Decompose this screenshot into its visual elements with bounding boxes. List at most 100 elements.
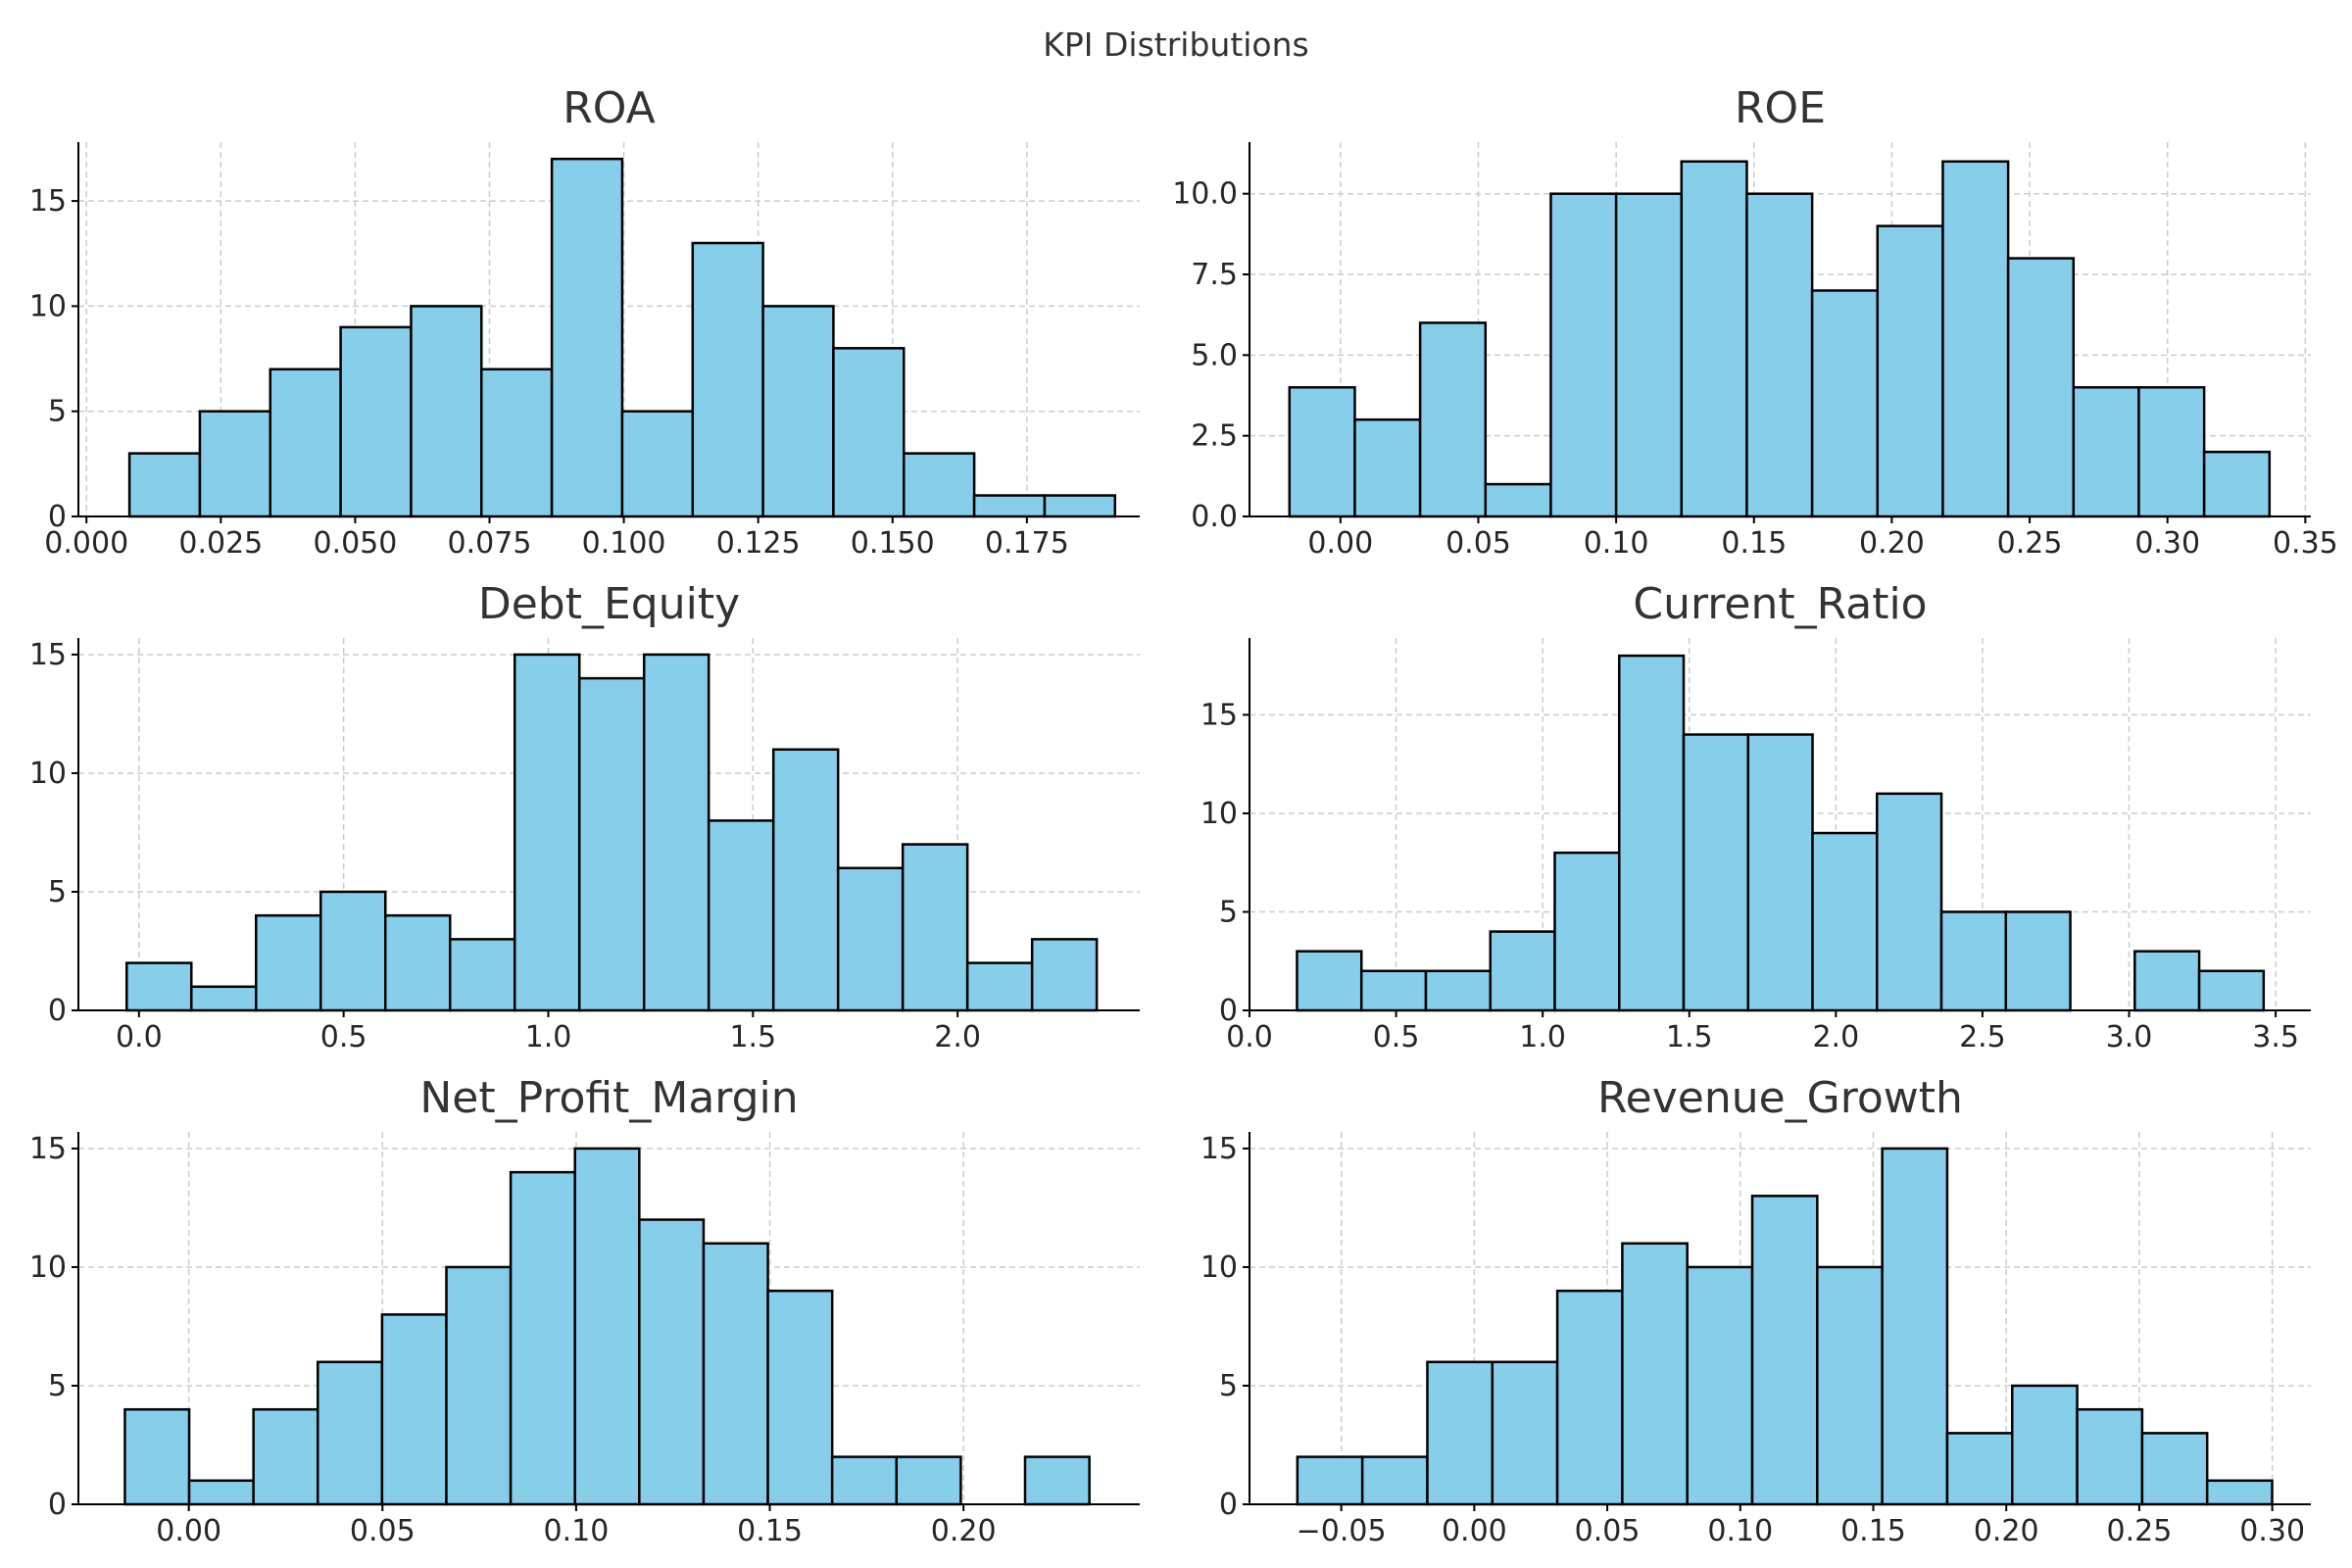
histogram-bar <box>123 1407 191 1506</box>
panel-5: 0.00 0.05 0.10 0.15 0.20 0 5 10 15 Net_Profit_Mar… <box>29 1073 1140 1548</box>
y-tick-label: 15 <box>29 184 67 219</box>
histogram-bar <box>448 938 516 1012</box>
x-tick-label: 0.00 <box>1442 1514 1507 1548</box>
x-tick-label: 0.05 <box>1446 526 1511 561</box>
histogram-bar <box>1621 1242 1689 1506</box>
histogram-bar <box>2197 969 2266 1012</box>
histogram-bar <box>1296 950 1363 1012</box>
histogram-bar <box>1686 1265 1754 1506</box>
x-tick-label: 0.20 <box>931 1514 997 1548</box>
histogram-bar <box>339 325 413 518</box>
histogram-bar <box>380 1313 448 1506</box>
histogram-bar <box>1043 494 1117 518</box>
x-tick-label: 0.0 <box>116 1020 163 1054</box>
histogram-bar <box>1296 1455 1364 1506</box>
x-tick-label: 0.10 <box>544 1514 610 1548</box>
histogram-bar <box>187 1479 255 1506</box>
histogram-bar <box>895 1455 962 1506</box>
x-tick-label: 3.5 <box>2252 1020 2299 1054</box>
x-tick-label: 0.20 <box>1859 526 1925 561</box>
histogram-bar <box>638 1218 706 1506</box>
histogram-bar <box>2076 1407 2144 1506</box>
panel-title: Revenue_Growth <box>1597 1073 1963 1123</box>
y-tick-label: 10 <box>1200 797 1238 831</box>
x-tick-label: 0.5 <box>320 1020 368 1054</box>
histogram-bar <box>255 913 322 1012</box>
histogram-bar <box>1489 930 1556 1012</box>
x-tick-label: 0.15 <box>1721 526 1787 561</box>
x-tick-label: 1.0 <box>1519 1020 1566 1054</box>
panel-title: ROA <box>563 83 656 133</box>
histogram-bar <box>1359 969 1428 1012</box>
x-tick-label: 1.0 <box>525 1020 572 1054</box>
histogram-bar <box>445 1265 513 1506</box>
histogram-bar <box>1750 1195 1819 1506</box>
y-tick-label: 0 <box>48 994 67 1028</box>
panel-3: 0.0 0.5 1.0 1.5 2.0 0 5 10 15 Debt_Equity <box>29 579 1140 1054</box>
y-tick-label: 10 <box>29 757 67 791</box>
histogram-bar <box>702 1242 769 1506</box>
histogram-bar <box>1876 224 1944 518</box>
histogram-bar <box>1939 910 2008 1012</box>
histogram-bar <box>1941 160 2010 518</box>
panel-4: 0.0 0.5 1.0 1.5 2.0 2.5 3.0 3.5 0 5 10 15 Current_Ra… <box>1200 579 2311 1054</box>
x-tick-label: 0.100 <box>582 526 666 561</box>
histogram-bar <box>125 961 193 1012</box>
panel-title: Current_Ratio <box>1633 579 1927 629</box>
histogram-bar <box>832 347 906 518</box>
histogram-bar <box>513 653 581 1012</box>
y-tick-label: 15 <box>1200 1132 1238 1166</box>
histogram-bar <box>1614 192 1684 518</box>
histogram-bar <box>573 1147 641 1506</box>
x-tick-label: 1.5 <box>729 1020 776 1054</box>
histogram-bar <box>2004 910 2072 1012</box>
y-tick-label: 0 <box>48 1488 67 1522</box>
histogram-bar <box>480 368 554 518</box>
x-tick-label: 0.025 <box>178 526 263 561</box>
x-tick-label: 0.25 <box>2107 1514 2173 1548</box>
histogram-bar <box>319 890 387 1012</box>
x-tick-label: 2.5 <box>1959 1020 2006 1054</box>
x-tick-label: 0.00 <box>1307 526 1373 561</box>
histogram-bar <box>2205 1479 2274 1506</box>
histogram-bar <box>269 368 342 518</box>
y-tick-label: 10 <box>29 289 67 323</box>
histogram-bar <box>1811 831 1879 1012</box>
histogram-bar <box>2202 450 2272 518</box>
histogram-bar <box>2137 386 2206 518</box>
histogram-bar <box>761 305 835 518</box>
x-tick-label: 0.15 <box>737 1514 803 1548</box>
histogram-bar <box>1745 192 1814 518</box>
y-tick-label: 15 <box>1200 698 1238 732</box>
y-tick-label: 5 <box>1219 895 1238 929</box>
histogram-bar <box>1360 1455 1429 1506</box>
histogram-bar <box>1549 192 1618 518</box>
histogram-bar <box>766 1289 834 1506</box>
x-tick-label: −0.05 <box>1297 1514 1387 1548</box>
y-tick-label: 5 <box>1219 1369 1238 1403</box>
y-tick-label: 10 <box>29 1250 67 1285</box>
y-tick-label: 15 <box>29 638 67 672</box>
y-tick-label: 5 <box>48 875 67 909</box>
histogram-bar <box>1876 792 1943 1012</box>
histogram-bar <box>642 653 710 1012</box>
x-tick-label: 0.5 <box>1373 1020 1420 1054</box>
histogram-bar <box>2133 950 2201 1012</box>
histogram-bar <box>2140 1432 2209 1506</box>
x-tick-label: 0.30 <box>2134 526 2200 561</box>
x-tick-label: 0.000 <box>44 526 128 561</box>
histogram-bar <box>707 819 775 1012</box>
y-tick-label: 2.5 <box>1191 419 1238 454</box>
x-tick-label: 0.00 <box>156 1514 221 1548</box>
histogram-bar <box>2011 1384 2079 1506</box>
x-tick-label: 0.125 <box>716 526 801 561</box>
histogram-bar <box>509 1170 576 1506</box>
x-tick-label: 0.150 <box>851 526 935 561</box>
histogram-bar <box>383 913 452 1012</box>
histogram-bar <box>1555 1289 1624 1506</box>
histogram-bar <box>1424 969 1492 1012</box>
histogram-bar <box>1810 289 1880 518</box>
histogram-bar <box>1881 1147 1949 1506</box>
panel-title: Net_Profit_Margin <box>419 1073 798 1123</box>
